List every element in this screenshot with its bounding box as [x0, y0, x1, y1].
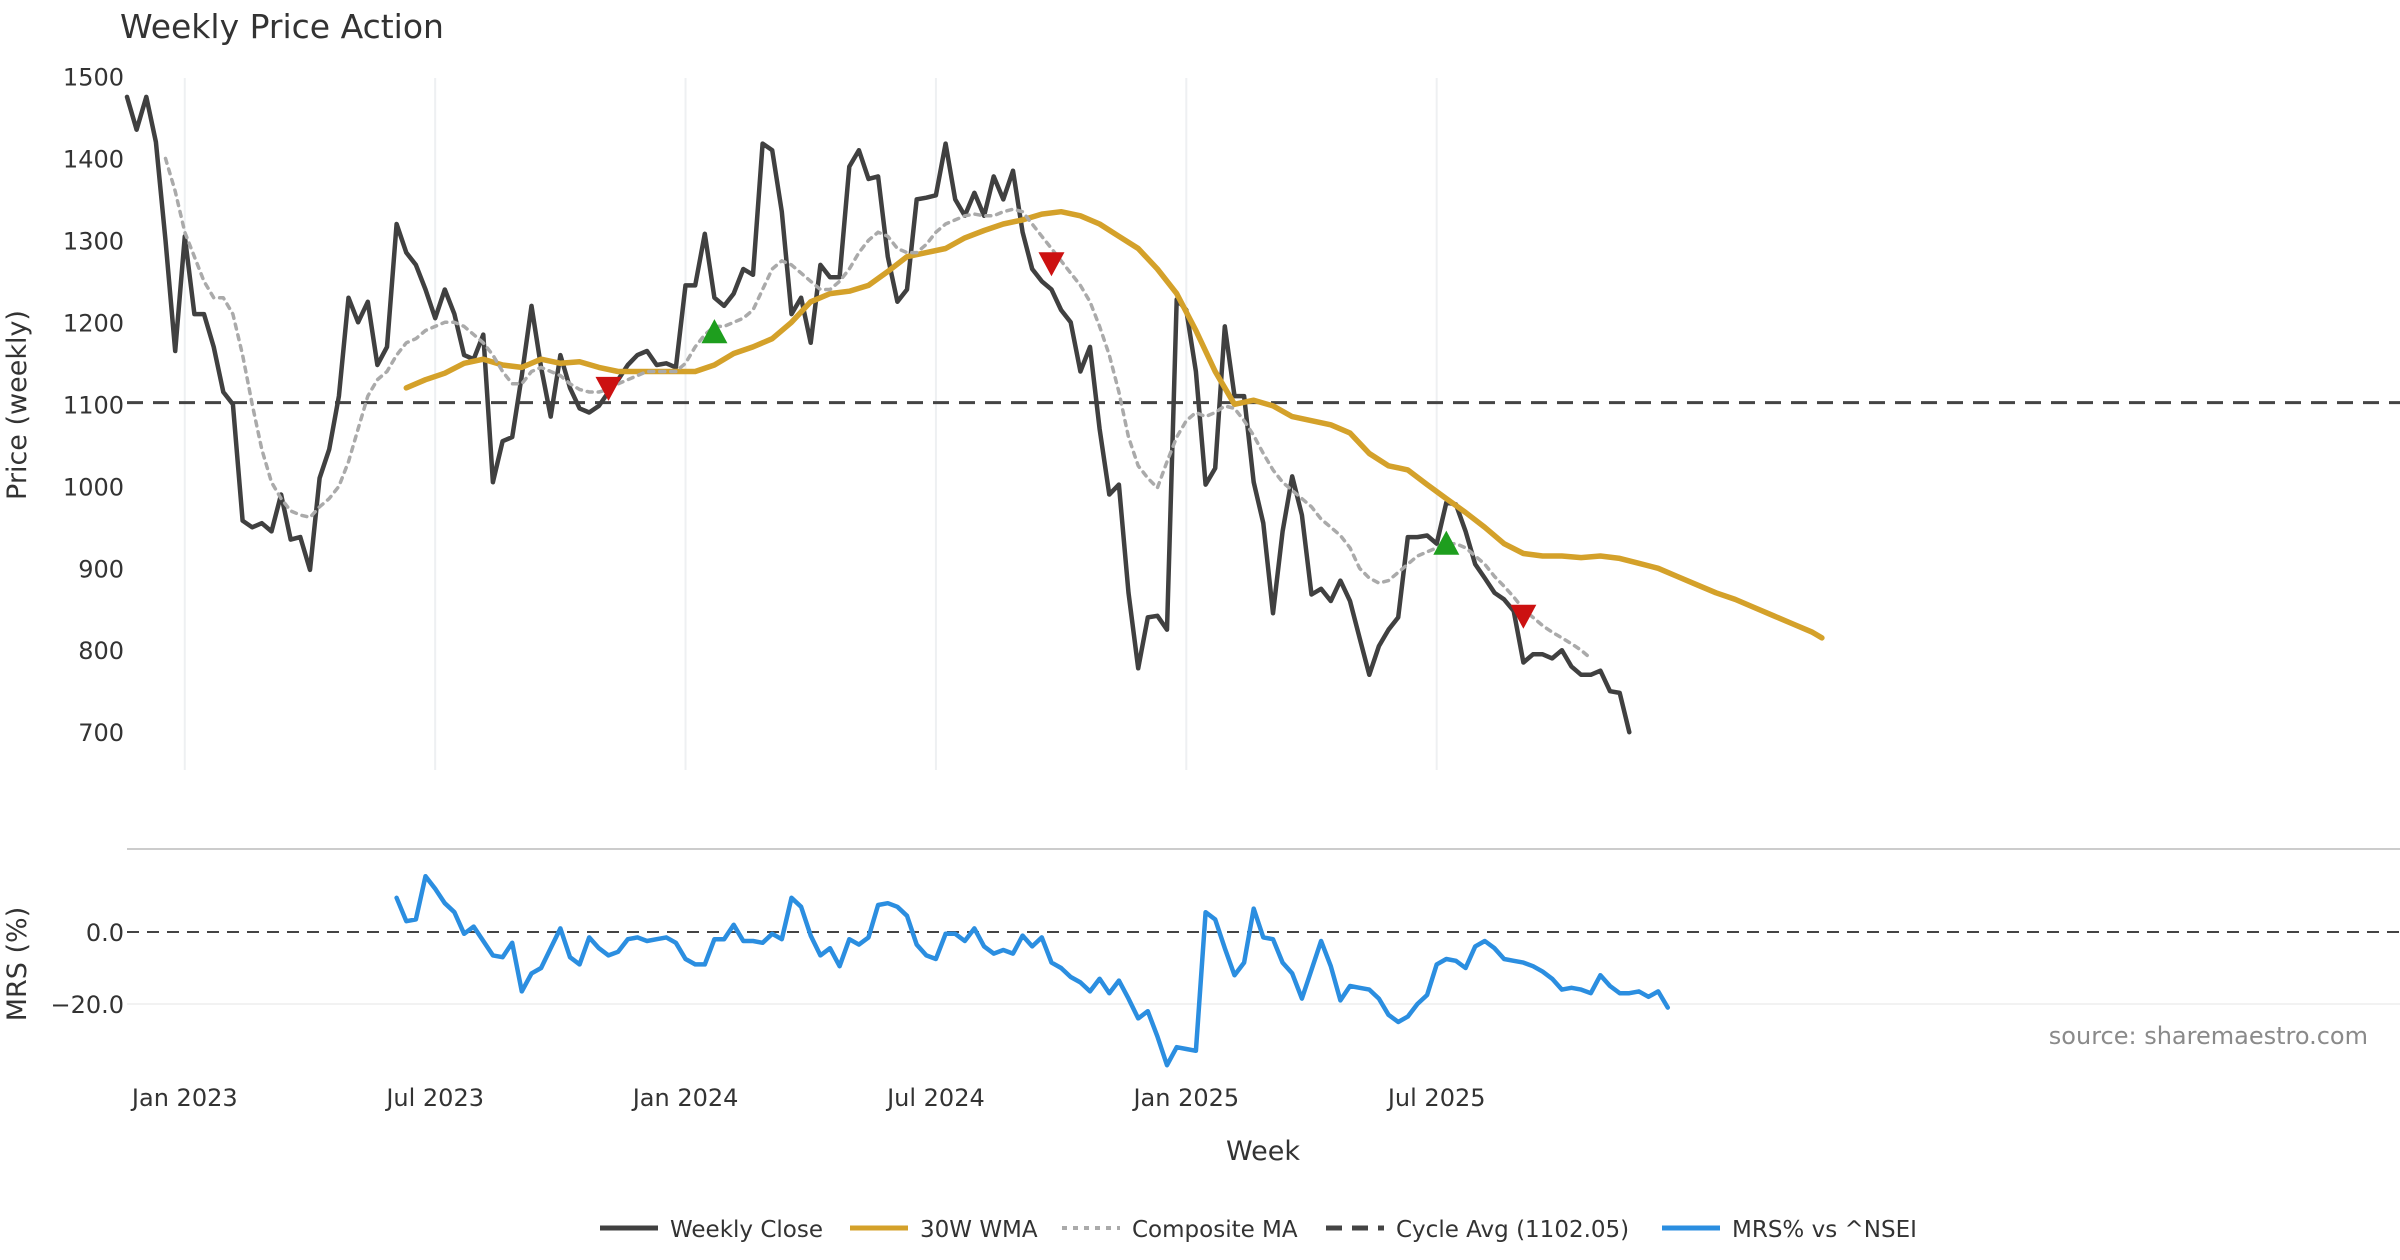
sell-signal-marker: [595, 376, 622, 401]
x-tick-label: Jan 2024: [631, 1084, 739, 1112]
series-composite-ma: [163, 156, 1593, 661]
x-tick-label: Jul 2024: [885, 1084, 985, 1112]
legend: Weekly Close 30W WMA Composite MA Cycle Avg…: [600, 1217, 1917, 1243]
price-y-tick: 1300: [63, 227, 124, 255]
x-tick-label: Jul 2023: [384, 1084, 484, 1112]
x-tick-labels: Jan 2023 Jul 2023 Jan 2024 Jul 2024 Jan 2025…: [130, 1084, 1486, 1112]
signal-markers: [595, 252, 1537, 629]
legend-item: Composite MA: [1062, 1217, 1298, 1243]
x-tick-label: Jul 2025: [1386, 1084, 1486, 1112]
legend-label: MRS% vs ^NSEI: [1732, 1217, 1917, 1243]
series-30w-wma: [403, 208, 1825, 641]
legend-item: MRS% vs ^NSEI: [1662, 1217, 1917, 1243]
price-y-tick: 800: [78, 637, 124, 665]
price-y-tick: 1500: [63, 63, 124, 91]
series-mrs: [394, 873, 1671, 1068]
x-tick-label: Jan 2023: [130, 1084, 238, 1112]
buy-signal-marker: [1433, 530, 1460, 555]
price-y-label: Price (weekly): [2, 310, 33, 500]
mrs-y-ticks: 0.0 −20.0: [50, 919, 2400, 1019]
sell-signal-marker: [1510, 604, 1537, 629]
legend-label: Weekly Close: [670, 1217, 823, 1243]
mrs-y-tick: 0.0: [86, 919, 124, 947]
price-series-group: [124, 94, 1825, 735]
legend-item: Weekly Close: [600, 1217, 823, 1243]
mrs-series-group: [394, 873, 1671, 1068]
price-y-tick: 1200: [63, 309, 124, 337]
price-y-tick: 1000: [63, 473, 124, 501]
mrs-y-label: MRS (%): [2, 907, 33, 1022]
chart-title: Weekly Price Action: [120, 7, 444, 46]
price-y-tick: 700: [78, 719, 124, 747]
sell-signal-marker: [1038, 252, 1065, 277]
source-credit: source: sharemaestro.com: [2049, 1022, 2368, 1050]
legend-item: Cycle Avg (1102.05): [1326, 1217, 1629, 1243]
mrs-y-tick: −20.0: [50, 991, 124, 1019]
legend-label: Composite MA: [1132, 1217, 1298, 1243]
legend-label: Cycle Avg (1102.05): [1396, 1217, 1629, 1243]
price-y-tick: 1100: [63, 391, 124, 419]
buy-signal-marker: [701, 319, 728, 344]
legend-label: 30W WMA: [920, 1217, 1038, 1243]
x-axis-label: Week: [1226, 1136, 1300, 1167]
price-y-ticks: 700 800 900 1000 1100 1200 1300 1400 1500: [63, 63, 124, 747]
legend-item: 30W WMA: [850, 1217, 1038, 1243]
price-y-tick: 900: [78, 555, 124, 583]
series-weekly-close: [124, 94, 1632, 735]
x-tick-label: Jan 2025: [1131, 1084, 1239, 1112]
price-y-tick: 1400: [63, 145, 124, 173]
